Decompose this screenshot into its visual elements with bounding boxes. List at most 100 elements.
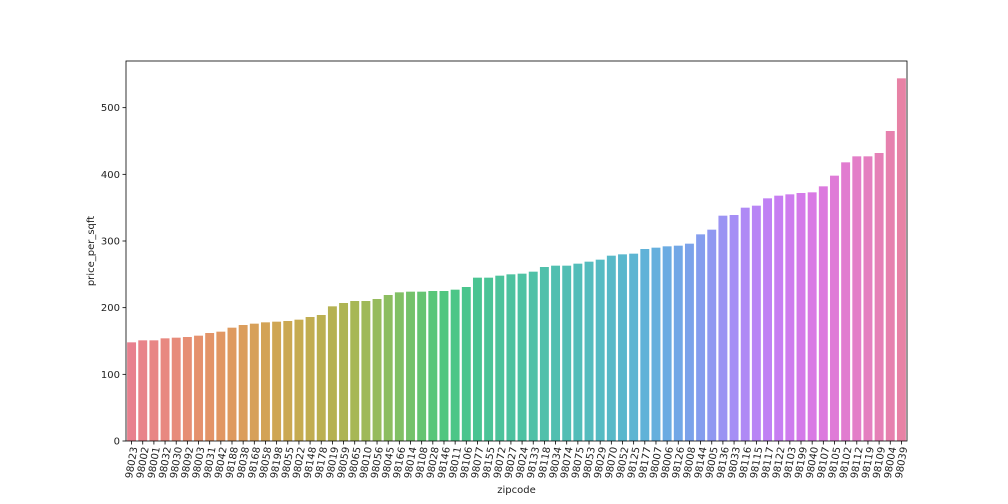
x-tick-label: 98008 — [682, 446, 698, 479]
x-tick-label: 98198 — [269, 446, 285, 479]
x-tick-label: 98122 — [771, 446, 787, 479]
x-tick-label: 98042 — [213, 446, 229, 479]
bar-98038 — [238, 325, 248, 441]
x-tick-label: 98115 — [749, 446, 765, 479]
x-tick-label: 98119 — [861, 446, 877, 479]
x-tick-label: 98108 — [414, 446, 430, 479]
x-tick-label: 98055 — [280, 446, 296, 479]
x-tick-label: 98058 — [258, 446, 274, 479]
x-tick-label: 98014 — [403, 446, 419, 479]
bar-98199 — [796, 193, 806, 441]
x-tick-label: 98133 — [526, 446, 542, 479]
bar-98019 — [327, 306, 337, 441]
bar-98024 — [517, 273, 527, 441]
bar-98023 — [127, 342, 137, 441]
x-tick-label: 98116 — [738, 446, 754, 479]
bar-98092 — [182, 337, 192, 441]
x-tick-label: 98112 — [849, 446, 865, 479]
x-tick-label: 98199 — [794, 446, 810, 479]
bar-98103 — [785, 194, 795, 441]
bar-98115 — [751, 205, 761, 441]
x-tick-label: 98092 — [180, 446, 196, 479]
bar-98028 — [428, 291, 438, 441]
x-tick-label: 98177 — [637, 446, 653, 479]
bar-98029 — [595, 259, 605, 441]
x-tick-label: 98144 — [693, 446, 709, 479]
y-tick-label: 300 — [101, 237, 120, 248]
bar-98075 — [573, 263, 583, 441]
x-axis-label: zipcode — [497, 485, 536, 496]
bar-98001 — [149, 340, 159, 441]
x-tick-label: 98052 — [615, 446, 631, 479]
bar-98045 — [383, 295, 393, 441]
bar-98117 — [763, 198, 772, 441]
bar-98077 — [472, 277, 482, 441]
x-tick-label: 98070 — [604, 446, 620, 479]
bar-98108 — [417, 291, 427, 441]
x-tick-label: 98028 — [425, 446, 441, 479]
x-tick-label: 98003 — [191, 446, 207, 479]
y-tick-label: 500 — [101, 103, 120, 114]
bar-98106 — [461, 287, 471, 441]
x-tick-label: 98077 — [470, 446, 486, 479]
bar-98072 — [495, 275, 505, 441]
x-tick-label: 98072 — [492, 446, 508, 479]
bar-98109 — [874, 153, 884, 441]
bar-98126 — [673, 245, 683, 441]
x-tick-label: 98010 — [358, 446, 374, 479]
x-tick-label: 98166 — [392, 446, 408, 479]
x-tick-label: 98032 — [158, 446, 174, 479]
x-tick-label: 98040 — [805, 446, 821, 479]
bar-98059 — [339, 303, 349, 441]
bar-98039 — [896, 78, 906, 441]
x-tick-label: 98059 — [336, 446, 352, 479]
x-tick-label: 98188 — [225, 446, 241, 479]
x-tick-label: 98001 — [146, 446, 162, 479]
bar-98052 — [618, 254, 627, 441]
x-tick-label: 98126 — [671, 446, 687, 479]
x-tick-label: 98004 — [883, 446, 899, 479]
bar-98136 — [718, 215, 728, 441]
x-tick-label: 98029 — [593, 446, 609, 479]
bar-98040 — [807, 192, 817, 441]
x-tick-label: 98002 — [135, 446, 151, 479]
bar-98011 — [450, 289, 460, 441]
bar-98168 — [249, 323, 259, 441]
bar-98188 — [227, 327, 237, 441]
x-tick-label: 98011 — [448, 446, 464, 479]
x-tick-label: 98007 — [649, 446, 665, 479]
bar-98074 — [562, 265, 572, 441]
x-tick-label: 98045 — [381, 446, 397, 479]
bar-98034 — [551, 265, 561, 441]
x-tick-label: 98118 — [537, 446, 553, 479]
bar-98006 — [662, 246, 672, 441]
x-tick-label: 98027 — [503, 446, 519, 479]
bar-98031 — [205, 333, 215, 441]
x-tick-label: 98005 — [704, 446, 720, 479]
bar-98166 — [394, 292, 404, 441]
x-tick-label: 98024 — [515, 446, 531, 479]
bar-98027 — [506, 274, 516, 441]
x-tick-label: 98033 — [727, 446, 743, 479]
y-tick-label: 100 — [101, 370, 120, 381]
bar-98042 — [216, 331, 226, 441]
x-tick-label: 98031 — [202, 446, 218, 479]
bar-98014 — [406, 291, 415, 441]
x-tick-label: 98106 — [459, 446, 475, 479]
bar-98004 — [885, 131, 895, 441]
x-axis: 9802398002980019803298030980929800398031… — [124, 441, 910, 479]
bar-98178 — [316, 315, 326, 441]
y-tick-label: 0 — [114, 437, 120, 448]
bar-98125 — [629, 253, 639, 441]
x-tick-label: 98006 — [660, 446, 676, 479]
x-tick-label: 98168 — [247, 446, 263, 479]
bar-98118 — [539, 267, 549, 441]
bar-98070 — [606, 255, 616, 441]
bar-98003 — [194, 335, 203, 441]
bar-98107 — [818, 186, 828, 441]
bar-98005 — [707, 229, 717, 441]
bar-98022 — [294, 319, 304, 441]
bar-98155 — [484, 277, 494, 441]
bar-98010 — [361, 301, 371, 441]
